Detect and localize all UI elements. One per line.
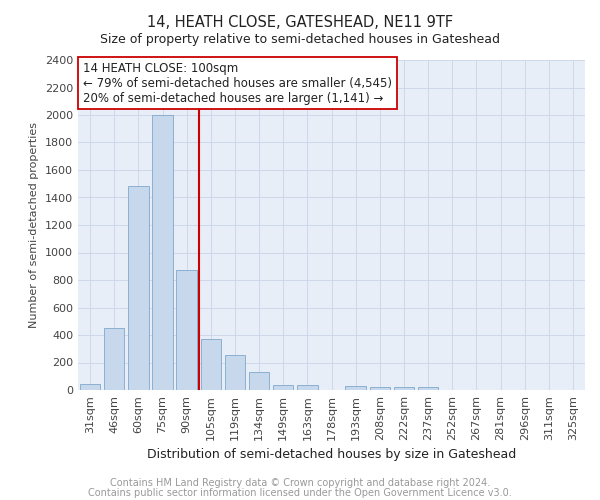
X-axis label: Distribution of semi-detached houses by size in Gateshead: Distribution of semi-detached houses by … [147, 448, 516, 462]
Bar [176, 270, 197, 390]
Bar [249, 372, 269, 390]
Bar [104, 328, 124, 390]
Bar [418, 387, 439, 390]
Text: Size of property relative to semi-detached houses in Gateshead: Size of property relative to semi-detach… [100, 32, 500, 46]
Bar [224, 355, 245, 390]
Bar [152, 115, 173, 390]
Bar [128, 186, 149, 390]
Bar [346, 386, 366, 390]
Y-axis label: Number of semi-detached properties: Number of semi-detached properties [29, 122, 40, 328]
Bar [297, 384, 317, 390]
Text: Contains HM Land Registry data © Crown copyright and database right 2024.: Contains HM Land Registry data © Crown c… [110, 478, 490, 488]
Bar [273, 384, 293, 390]
Text: Contains public sector information licensed under the Open Government Licence v3: Contains public sector information licen… [88, 488, 512, 498]
Bar [80, 384, 100, 390]
Text: 14, HEATH CLOSE, GATESHEAD, NE11 9TF: 14, HEATH CLOSE, GATESHEAD, NE11 9TF [147, 15, 453, 30]
Bar [370, 387, 390, 390]
Bar [394, 387, 414, 390]
Bar [200, 339, 221, 390]
Text: 14 HEATH CLOSE: 100sqm
← 79% of semi-detached houses are smaller (4,545)
20% of : 14 HEATH CLOSE: 100sqm ← 79% of semi-det… [83, 62, 392, 104]
